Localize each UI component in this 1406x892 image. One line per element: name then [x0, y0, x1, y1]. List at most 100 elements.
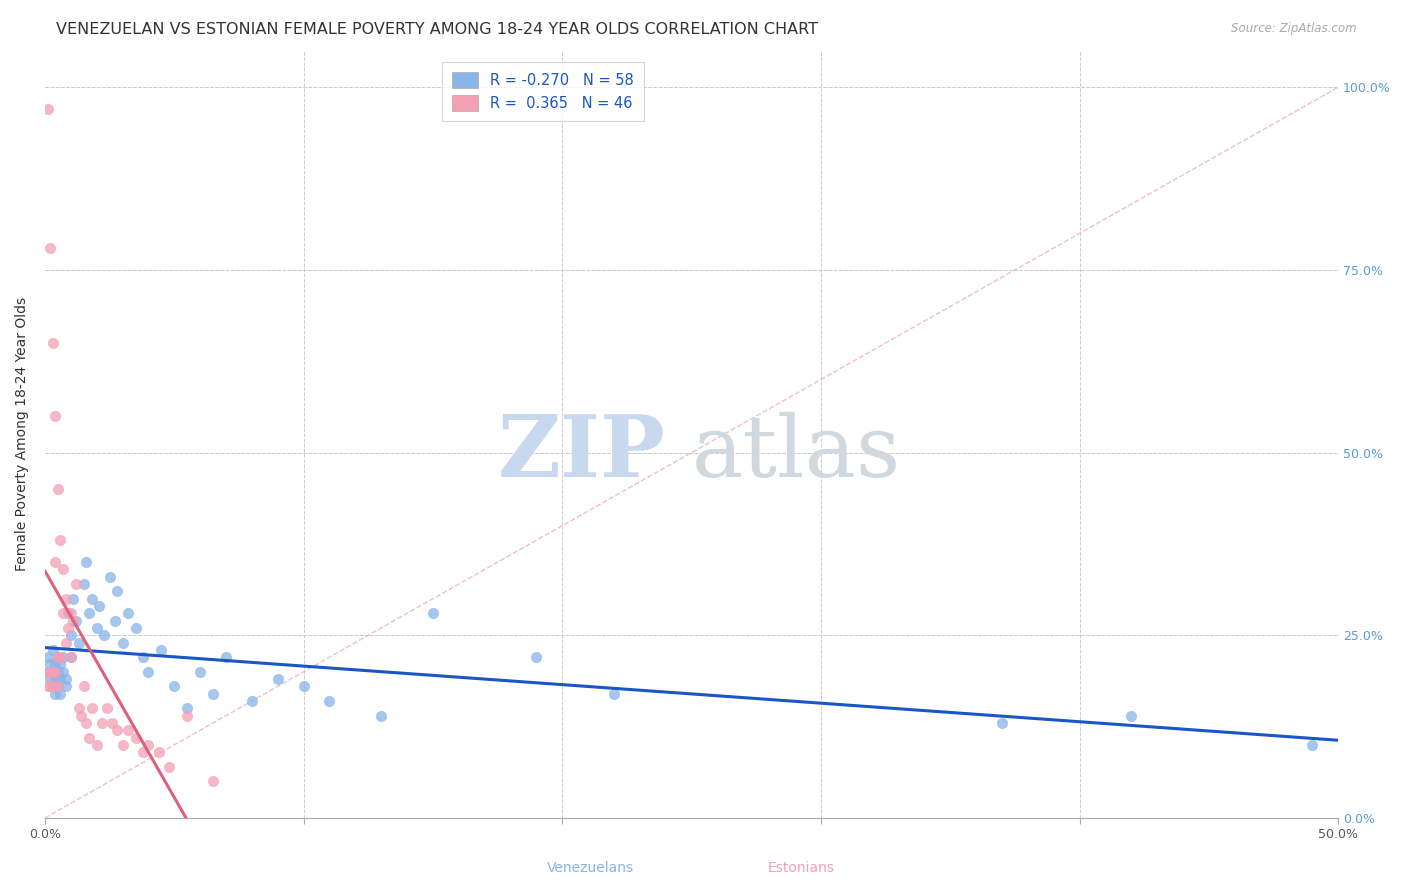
Point [202, 687, 225, 701]
Point [65, 577, 87, 591]
Point [42, 679, 65, 693]
Point [67, 701, 90, 715]
Point [46, 650, 69, 665]
Point [370, 708, 392, 723]
Point [55, 672, 77, 686]
Point [44, 409, 66, 423]
Point [422, 607, 444, 621]
Point [44, 687, 66, 701]
Point [105, 723, 128, 738]
Point [44, 665, 66, 679]
Point [150, 643, 173, 657]
Point [46, 679, 69, 693]
Point [55, 591, 77, 606]
Point [132, 650, 155, 665]
Point [202, 774, 225, 789]
Point [49, 533, 72, 548]
Point [111, 738, 134, 752]
Point [104, 614, 127, 628]
Point [39, 657, 62, 672]
Point [75, 715, 97, 730]
Point [240, 694, 263, 708]
Point [42, 643, 65, 657]
Point [49, 687, 72, 701]
Point [86, 621, 108, 635]
Text: ZIP: ZIP [498, 411, 666, 495]
Point [138, 665, 160, 679]
Point [101, 715, 124, 730]
Point [163, 679, 186, 693]
Point [59, 607, 82, 621]
Point [93, 628, 115, 642]
Y-axis label: Female Poverty Among 18-24 Year Olds: Female Poverty Among 18-24 Year Olds [15, 297, 30, 572]
Point [55, 635, 77, 649]
Point [188, 665, 211, 679]
Point [111, 635, 134, 649]
Point [991, 715, 1014, 730]
Point [46, 482, 69, 496]
Point [148, 745, 170, 759]
Point [62, 614, 84, 628]
Text: Estonians: Estonians [768, 862, 835, 875]
Point [267, 672, 290, 686]
Point [52, 607, 75, 621]
Point [37, 102, 59, 116]
Point [73, 577, 96, 591]
Point [58, 621, 80, 635]
Point [39, 241, 62, 255]
Point [42, 335, 65, 350]
Point [52, 562, 75, 576]
Point [124, 621, 146, 635]
Point [80, 701, 103, 715]
Point [1301, 738, 1323, 752]
Point [49, 657, 72, 672]
Point [58, 607, 80, 621]
Point [80, 591, 103, 606]
Point [138, 738, 160, 752]
Point [49, 672, 72, 686]
Point [49, 650, 72, 665]
Point [37, 665, 59, 679]
Point [42, 665, 65, 679]
Point [77, 731, 100, 745]
Point [117, 723, 139, 738]
Point [124, 731, 146, 745]
Point [55, 679, 77, 693]
Point [42, 665, 65, 679]
Point [90, 715, 112, 730]
Point [59, 650, 82, 665]
Point [44, 657, 66, 672]
Legend: R = -0.270   N = 58, R =  0.365   N = 46: R = -0.270 N = 58, R = 0.365 N = 46 [441, 62, 644, 121]
Point [75, 555, 97, 569]
Point [44, 672, 66, 686]
Point [98, 570, 121, 584]
Point [132, 745, 155, 759]
Text: Venezuelans: Venezuelans [547, 862, 634, 875]
Point [89, 599, 111, 613]
Text: atlas: atlas [692, 412, 901, 495]
Point [52, 665, 75, 679]
Point [215, 650, 238, 665]
Point [62, 591, 84, 606]
Point [176, 708, 198, 723]
Point [59, 650, 82, 665]
Point [37, 650, 59, 665]
Point [65, 614, 87, 628]
Point [73, 679, 96, 693]
Point [105, 584, 128, 599]
Point [77, 607, 100, 621]
Point [42, 679, 65, 693]
Point [39, 679, 62, 693]
Point [1121, 708, 1143, 723]
Point [39, 665, 62, 679]
Point [96, 701, 118, 715]
Point [46, 650, 69, 665]
Point [70, 708, 93, 723]
Point [157, 760, 180, 774]
Point [37, 679, 59, 693]
Point [37, 665, 59, 679]
Point [46, 665, 69, 679]
Point [67, 635, 90, 649]
Point [86, 738, 108, 752]
Point [318, 694, 340, 708]
